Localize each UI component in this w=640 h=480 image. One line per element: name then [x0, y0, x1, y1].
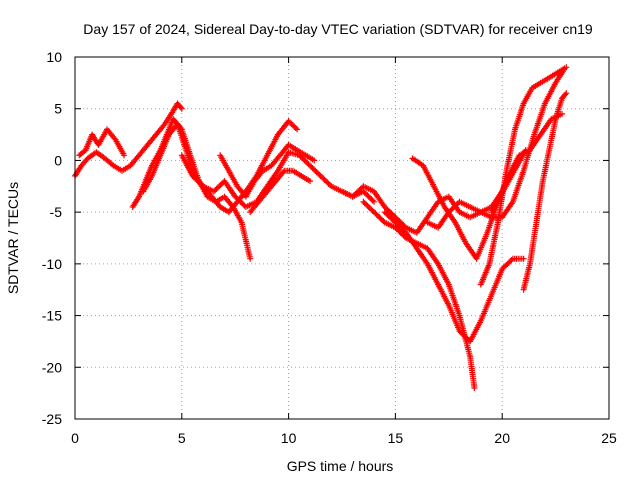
y-tick-label: -5 [50, 204, 63, 220]
data-point [371, 198, 377, 205]
data-point [121, 152, 128, 159]
x-tick-label: 25 [601, 430, 617, 446]
plot-frame [74, 56, 610, 420]
series-track-10 [381, 209, 527, 345]
series-track-12 [424, 66, 568, 231]
y-tick-label: -25 [42, 411, 62, 427]
series-track-2 [76, 126, 128, 159]
data-point [471, 385, 478, 391]
data-point [380, 218, 387, 225]
data-point [307, 178, 313, 185]
x-axis-label: GPS time / hours [287, 458, 394, 474]
data-point [311, 157, 318, 164]
data-point [369, 197, 376, 204]
y-tick-label: 10 [46, 49, 62, 65]
series-track-3 [129, 116, 254, 262]
data-point [177, 104, 184, 111]
series-track-7 [247, 167, 313, 216]
axes: 0 5 10 15 20 25 -25 -20 -15 -10 -5 0 5 10 [42, 49, 617, 446]
data-point [327, 182, 333, 188]
data-point [178, 105, 185, 112]
data-point [247, 255, 254, 262]
series-track-13 [477, 64, 570, 288]
data-point [520, 255, 527, 262]
series-track-14 [520, 90, 570, 293]
y-tick-label: -20 [42, 359, 62, 375]
y-axis-label: SDTVAR / TECUs [5, 182, 21, 294]
data-point [563, 64, 570, 71]
data-point [522, 147, 529, 154]
series-track-15 [488, 147, 529, 216]
x-tick-label: 10 [281, 430, 297, 446]
series-track-6 [217, 141, 318, 200]
y-tick-label: -15 [42, 308, 62, 324]
data-point [562, 91, 569, 98]
y-tick-label: 0 [54, 152, 62, 168]
data-point [294, 126, 301, 133]
series-track-1 [72, 100, 185, 179]
y-tick-label: 5 [54, 101, 62, 117]
grid-lines [75, 57, 609, 419]
chart-title: Day 157 of 2024, Sidereal Day-to-day VTE… [83, 21, 593, 37]
data-points [72, 64, 570, 391]
x-tick-label: 20 [494, 430, 510, 446]
x-tick-label: 5 [178, 430, 186, 446]
data-point [563, 90, 570, 97]
x-tick-label: 0 [71, 430, 79, 446]
y-tick-label: -10 [42, 256, 62, 272]
x-tick-label: 15 [388, 430, 404, 446]
